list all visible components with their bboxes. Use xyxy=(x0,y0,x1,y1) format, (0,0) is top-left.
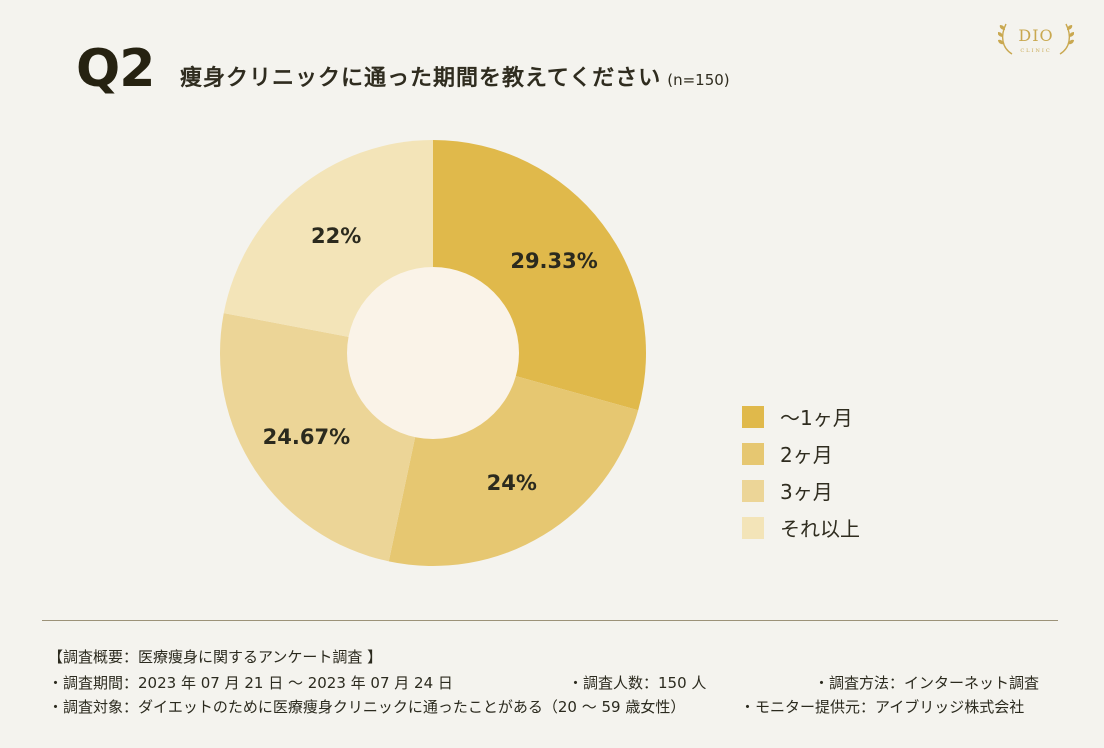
question-title: 痩身クリニックに通った期間を教えてください (n=150) xyxy=(180,60,730,92)
legend-item: 〜1ヶ月 xyxy=(742,398,860,435)
legend-label: 2ヶ月 xyxy=(780,443,833,467)
survey-respondents: ・調査人数：150 人 xyxy=(568,674,707,692)
divider xyxy=(42,620,1058,621)
data-label: 24% xyxy=(487,471,537,495)
legend-item: 2ヶ月 xyxy=(742,435,860,472)
question-text: 痩身クリニックに通った期間を教えてください xyxy=(180,66,662,91)
data-label: 22% xyxy=(311,224,361,248)
survey-period: ・調査期間：2023 年 07 月 21 日 ～ 2023 年 07 月 24 … xyxy=(48,674,453,692)
legend-item: 3ヶ月 xyxy=(742,472,860,509)
legend-label: それ以上 xyxy=(780,517,860,541)
survey-row-1: ・調査期間：2023 年 07 月 21 日 ～ 2023 年 07 月 24 … xyxy=(48,672,1058,694)
question-number: Q2 xyxy=(76,39,155,99)
donut-center xyxy=(347,267,519,439)
legend-swatch xyxy=(742,516,764,539)
legend-label: 〜1ヶ月 xyxy=(780,406,853,430)
survey-target: ・調査対象：ダイエットのために医療痩身クリニックに通ったことがある（20 ～ 5… xyxy=(48,698,686,716)
survey-provider: ・モニター提供元：アイブリッジ株式会社 xyxy=(740,698,1025,716)
legend-item: それ以上 xyxy=(742,509,860,546)
survey-title: 【調査概要：医療痩身に関するアンケート調査 】 xyxy=(48,648,383,666)
survey-method: ・調査方法：インターネット調査 xyxy=(814,674,1040,692)
legend-swatch xyxy=(742,405,764,428)
brand-logo: DIO CLINIC xyxy=(996,20,1076,62)
laurel-right-icon xyxy=(1059,23,1074,55)
data-label: 29.33% xyxy=(510,249,597,273)
sample-size: (n=150) xyxy=(667,71,730,89)
donut-chart: 29.33% 24% 24.67% 22% xyxy=(219,140,646,566)
logo-mark: DIO xyxy=(1018,26,1054,45)
data-label: 24.67% xyxy=(263,425,350,449)
survey-row-2: ・調査対象：ダイエットのために医療痩身クリニックに通ったことがある（20 ～ 5… xyxy=(48,696,1058,718)
chart-data-labels: 29.33% 24% 24.67% 22% xyxy=(263,224,598,495)
legend-swatch xyxy=(742,442,764,465)
legend-swatch xyxy=(742,479,764,502)
logo-subtitle: CLINIC xyxy=(1020,48,1052,54)
laurel-left-icon xyxy=(998,23,1013,55)
chart-legend: 〜1ヶ月 2ヶ月 3ヶ月 それ以上 xyxy=(742,398,860,546)
legend-label: 3ヶ月 xyxy=(780,480,833,504)
